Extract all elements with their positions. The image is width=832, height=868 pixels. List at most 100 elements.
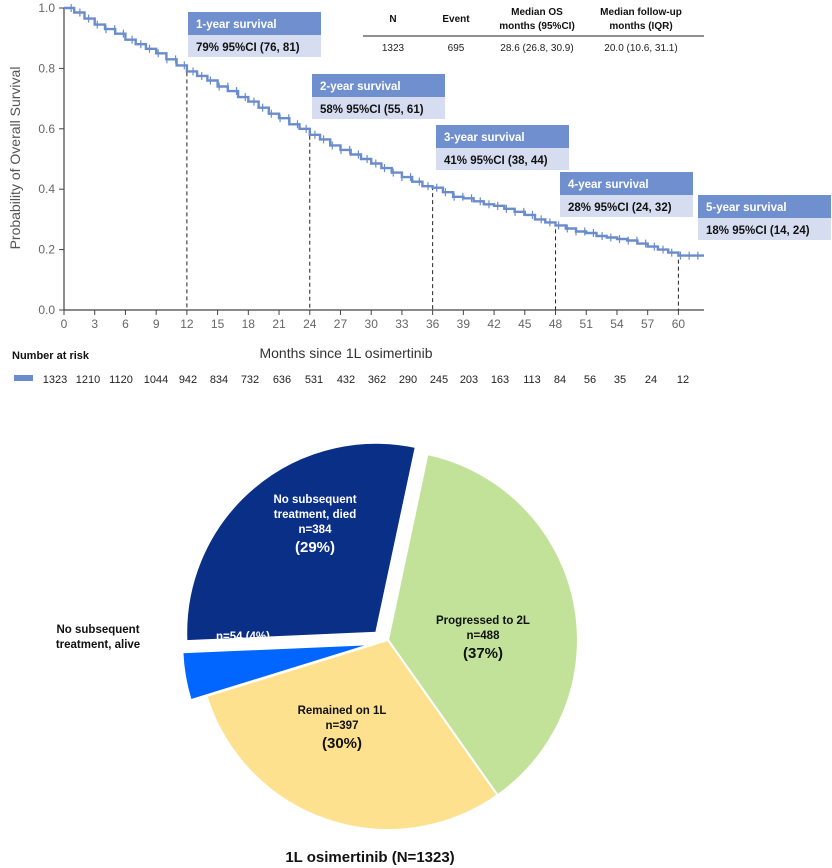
- summary-header-cell: months (IQR): [609, 21, 672, 32]
- pie-external-label: No subsequent: [56, 624, 139, 636]
- risk-value: 732: [241, 374, 259, 386]
- milestone-value: 58% 95%CI (55, 61): [320, 104, 424, 116]
- risk-value: 362: [368, 374, 386, 386]
- risk-value: 636: [273, 374, 291, 386]
- pie-label-line: n=488: [467, 630, 501, 642]
- y-axis-label: Probability of Overall Survival: [7, 67, 23, 250]
- risk-value: 432: [337, 374, 355, 386]
- x-tick-label: 15: [211, 317, 225, 331]
- x-tick-label: 57: [641, 317, 655, 331]
- x-tick-label: 12: [180, 317, 194, 331]
- x-tick-label: 54: [610, 317, 624, 331]
- milestone-box-body: [698, 218, 831, 240]
- x-tick-label: 39: [457, 317, 471, 331]
- x-tick-label: 42: [487, 317, 501, 331]
- summary-header-cell: Median follow-up: [600, 7, 682, 18]
- survival-curve: [64, 6, 704, 257]
- y-tick-label: 0.2: [38, 243, 55, 257]
- summary-header-cell: N: [389, 14, 396, 25]
- pie-slice-label: Progressed to 2L n=488 (37%): [436, 615, 530, 662]
- milestone-value: 28% 95%CI (24, 32): [568, 202, 672, 214]
- pie-label-line: treatment, died: [274, 509, 356, 521]
- summary-cell: 695: [448, 43, 465, 54]
- summary-table: N Event Median OS months (95%CI) Median foll…: [363, 7, 704, 54]
- y-tick-label: 1.0: [38, 1, 55, 15]
- censor-marks: [70, 4, 699, 260]
- pie-slice: [185, 441, 417, 643]
- milestone-value: 79% 95%CI (76, 81): [196, 42, 300, 54]
- milestone-box-header: [560, 172, 693, 195]
- risk-title: Number at risk: [12, 350, 90, 362]
- x-tick-label: 6: [122, 317, 129, 331]
- pie-label-line: n=54 (4%): [216, 631, 270, 643]
- number-at-risk: Number at risk 1323 1210 1120 1044 942 834 732…: [12, 350, 689, 386]
- summary-table-header: N Event Median OS months (95%CI) Median foll…: [389, 7, 681, 32]
- summary-cell: 1323: [382, 43, 405, 54]
- risk-value: 203: [460, 374, 478, 386]
- x-tick-label: 18: [242, 317, 256, 331]
- x-tick-label: 0: [61, 317, 68, 331]
- pie-slice: [205, 638, 499, 831]
- milestone-value: 41% 95%CI (38, 44): [444, 155, 548, 167]
- x-tick-label: 45: [518, 317, 532, 331]
- pie-label-line: Progressed to 2L: [436, 615, 530, 627]
- risk-values: 1323 1210 1120 1044 942 834 732 636 531 432 362 290…: [43, 374, 689, 386]
- summary-header-cell: months (95%CI): [499, 21, 575, 32]
- summary-header-cell: Median OS: [511, 7, 563, 18]
- milestone-box-header: [698, 195, 831, 218]
- km-survival-chart: 0.00.20.40.60.81.00 3 6 9 12 15 18 21 24 27 30 33 36…: [7, 1, 831, 361]
- x-tick-label: 24: [303, 317, 317, 331]
- risk-value: 113: [523, 374, 541, 386]
- milestone-box: 4-year survival 28% 95%CI (24, 32): [560, 172, 693, 217]
- risk-value: 24: [645, 374, 657, 386]
- milestone-title: 5-year survival: [706, 202, 787, 214]
- pie-slices: [181, 441, 579, 831]
- risk-value: 834: [210, 374, 228, 386]
- y-tick-label: 0.4: [38, 182, 55, 196]
- x-tick-label: 9: [153, 317, 160, 331]
- risk-value: 84: [554, 374, 566, 386]
- summary-header-cell: Event: [442, 14, 470, 25]
- risk-value: 56: [584, 374, 596, 386]
- milestone-box: 2-year survival 58% 95%CI (55, 61): [312, 74, 445, 119]
- x-tick-label: 33: [395, 317, 409, 331]
- x-tick-label: 21: [272, 317, 286, 331]
- milestone-box-header: [188, 12, 321, 35]
- milestone-title: 1-year survival: [196, 19, 277, 31]
- risk-value: 163: [491, 374, 509, 386]
- milestone-box: 3-year survival 41% 95%CI (38, 44): [436, 125, 569, 170]
- risk-value: 12: [677, 374, 689, 386]
- milestone-box: 1-year survival 79% 95%CI (76, 81): [188, 12, 321, 57]
- risk-value: 290: [399, 374, 417, 386]
- milestone-dashed-lines: [186, 65, 679, 310]
- risk-value: 35: [614, 374, 626, 386]
- milestone-box-body: [188, 35, 321, 57]
- pie-slice-label: No subsequent treatment, died n=384 (29%): [273, 494, 356, 556]
- milestone-box-header: [436, 125, 569, 148]
- summary-cell: 20.0 (10.6, 31.1): [604, 43, 677, 54]
- x-tick-label: 30: [365, 317, 379, 331]
- pie-slice-label: n=54 (4%) No subsequent treatment, alive: [56, 624, 270, 651]
- summary-cell: 28.6 (26.8, 30.9): [500, 43, 573, 54]
- pie-label-line: n=397: [326, 720, 359, 732]
- risk-value: 1323: [43, 374, 67, 386]
- milestone-title: 4-year survival: [568, 179, 649, 191]
- risk-value: 245: [430, 374, 448, 386]
- x-tick-label: 27: [334, 317, 348, 331]
- milestone-box-header: [312, 74, 445, 97]
- x-tick-label: 60: [672, 317, 686, 331]
- y-tick-label: 0.8: [38, 61, 55, 75]
- pie-slice: [386, 453, 579, 797]
- risk-value: 1120: [109, 374, 133, 386]
- risk-value: 1044: [144, 374, 168, 386]
- pie-label-line: n=384: [299, 524, 333, 536]
- pie-label-percent: (30%): [322, 735, 362, 752]
- pie-external-label: treatment, alive: [56, 639, 140, 651]
- pie-chart: Progressed to 2L n=488 (37%) Remained on 1L…: [56, 441, 579, 866]
- x-tick-label: 51: [580, 317, 594, 331]
- risk-value: 531: [305, 374, 323, 386]
- y-tick-label: 0.6: [38, 122, 55, 136]
- pie-label-percent: (29%): [295, 539, 335, 556]
- pie-slice-label: Remained on 1L n=397 (30%): [298, 705, 387, 752]
